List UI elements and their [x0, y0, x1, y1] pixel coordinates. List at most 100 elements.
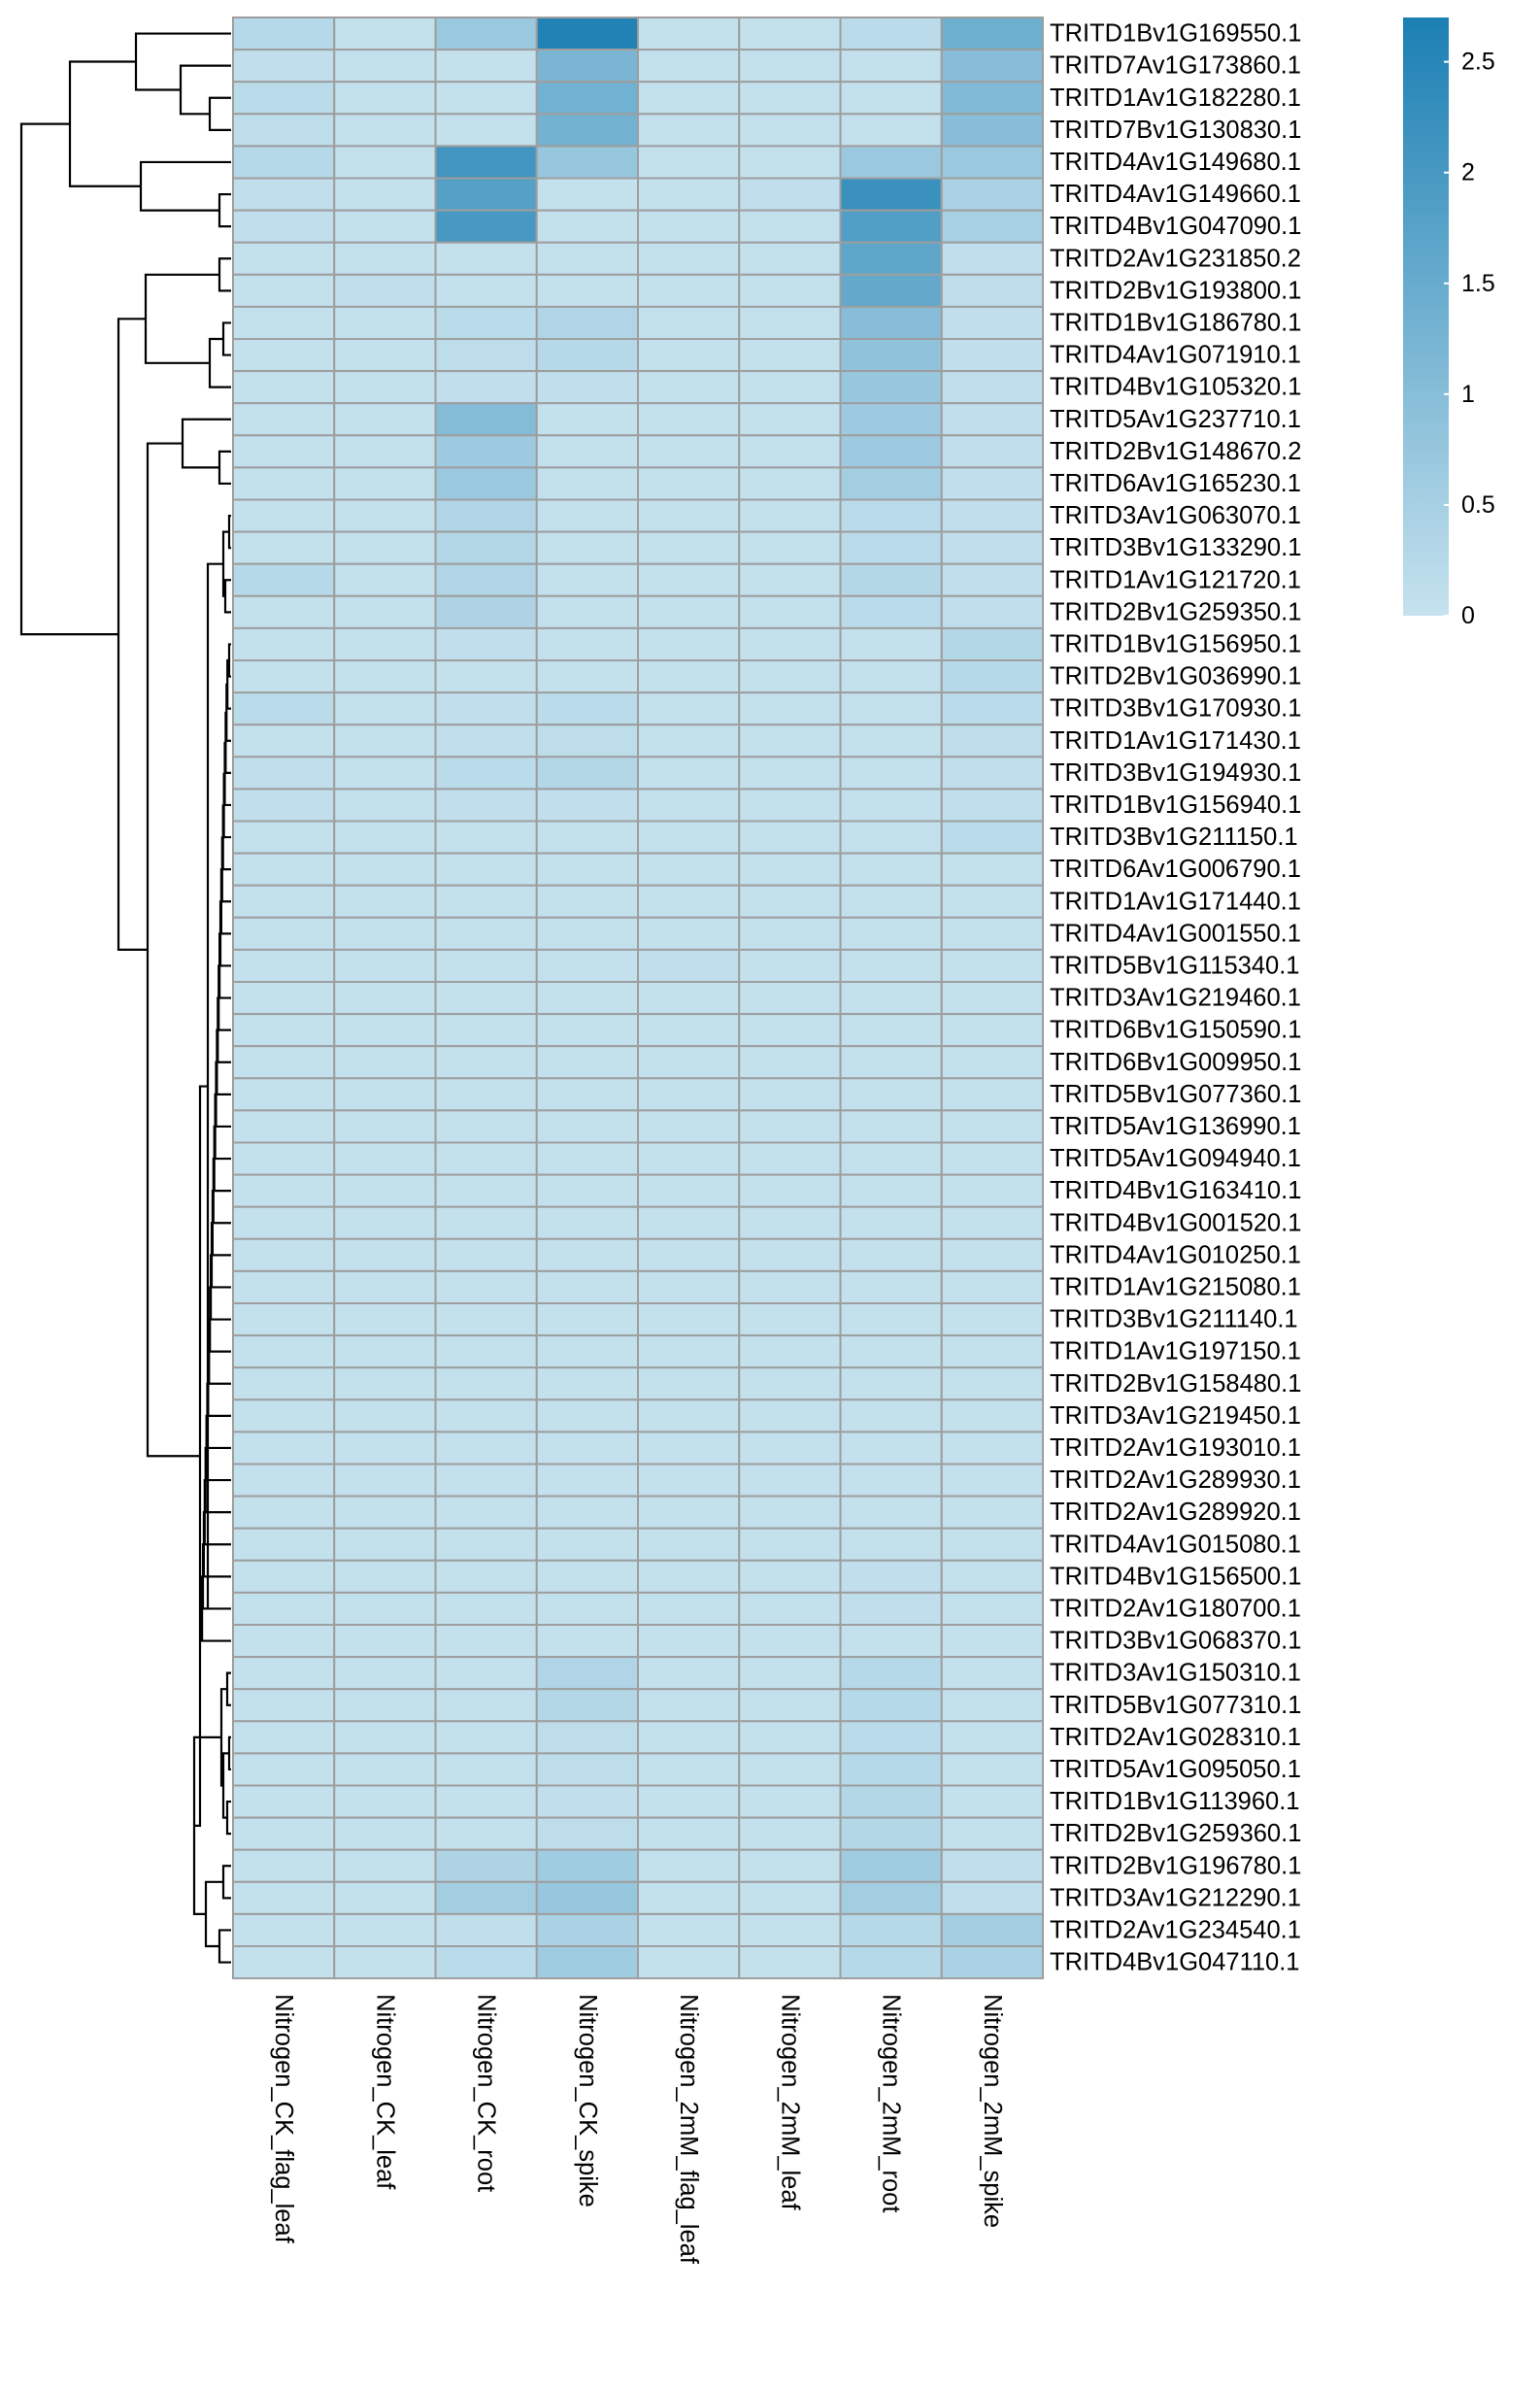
heatmap-cell — [839, 981, 943, 1016]
row-label: TRITD2Bv1G148670.2 — [1050, 438, 1301, 465]
heatmap-cell — [232, 1591, 336, 1627]
row-label: TRITD1Bv1G186780.1 — [1050, 309, 1301, 336]
heatmap-cell — [940, 1302, 1044, 1337]
heatmap-cell — [940, 916, 1044, 951]
heatmap-cell — [434, 916, 538, 951]
heatmap-cell — [232, 788, 336, 823]
heatmap-cell — [535, 241, 639, 276]
heatmap-cell — [940, 209, 1044, 244]
heatmap-cell — [333, 434, 437, 469]
dendrogram-branch — [144, 273, 219, 364]
heatmap-cell — [738, 1431, 842, 1466]
heatmap-cell — [637, 1848, 741, 1883]
dendrogram-branch — [224, 711, 231, 774]
heatmap-cell — [535, 1912, 639, 1948]
heatmap-cell — [940, 626, 1044, 662]
row-label: TRITD4Av1G001550.1 — [1050, 920, 1301, 947]
heatmap-cell — [637, 1013, 741, 1048]
heatmap-cell — [738, 1077, 842, 1112]
heatmap-cell — [738, 1656, 842, 1691]
row-label: TRITD3Av1G150310.1 — [1050, 1660, 1301, 1687]
heatmap-cell — [232, 1237, 336, 1272]
heatmap-cell — [434, 209, 538, 244]
heatmap-cell — [434, 370, 538, 405]
row-label: TRITD5Av1G136990.1 — [1050, 1113, 1301, 1140]
row-label: TRITD4Bv1G163410.1 — [1050, 1177, 1301, 1204]
heatmap-cell — [940, 1559, 1044, 1594]
heatmap-cell — [232, 466, 336, 501]
heatmap-cell — [839, 1527, 943, 1562]
heatmap-cell — [434, 1045, 538, 1080]
heatmap-cell — [738, 1688, 842, 1723]
heatmap-cell — [637, 209, 741, 244]
heatmap-cell — [637, 1334, 741, 1369]
heatmap-cell — [535, 1205, 639, 1240]
heatmap-cell — [738, 1752, 842, 1787]
heatmap-cell — [637, 1527, 741, 1562]
heatmap-cell — [434, 1302, 538, 1337]
heatmap-cell — [535, 273, 639, 308]
heatmap-cell — [434, 981, 538, 1016]
heatmap-cell — [940, 1463, 1044, 1498]
heatmap-cell — [333, 530, 437, 565]
heatmap-cell — [738, 498, 842, 533]
heatmap-cell — [637, 49, 741, 84]
heatmap-cell — [839, 17, 943, 51]
heatmap-cell — [434, 756, 538, 791]
heatmap-cell — [839, 1912, 943, 1948]
heatmap-cell — [738, 466, 842, 501]
heatmap-cell — [940, 1141, 1044, 1176]
heatmap-cell — [940, 1945, 1044, 1980]
heatmap-cell — [940, 1720, 1044, 1755]
column-label: Nitrogen_2mM_spike — [979, 1994, 1006, 2228]
heatmap-cell — [434, 241, 538, 276]
heatmap-cell — [535, 1302, 639, 1337]
heatmap-cell — [940, 1366, 1044, 1401]
heatmap-cell — [232, 820, 336, 855]
dendrogram-branch — [225, 1800, 231, 1836]
heatmap-cell — [637, 1720, 741, 1755]
heatmap-cell — [940, 17, 1044, 51]
heatmap-cell — [940, 81, 1044, 116]
heatmap-cell — [333, 209, 437, 244]
row-label: TRITD3Bv1G211140.1 — [1050, 1306, 1298, 1333]
heatmap-cell — [637, 177, 741, 212]
heatmap-cell — [535, 724, 639, 758]
heatmap-cell — [434, 1752, 538, 1787]
heatmap-cell — [434, 1527, 538, 1562]
heatmap-cell — [940, 1752, 1044, 1787]
heatmap-cell — [535, 626, 639, 662]
heatmap-cell — [535, 370, 639, 405]
heatmap-cell — [232, 1816, 336, 1851]
heatmap-cell — [434, 1398, 538, 1433]
heatmap-cell — [232, 1045, 336, 1080]
heatmap-cell — [738, 1591, 842, 1627]
heatmap-cell — [232, 1912, 336, 1948]
row-label: TRITD4Bv1G047110.1 — [1050, 1949, 1300, 1976]
heatmap-cell — [839, 498, 943, 533]
heatmap-cell — [333, 852, 437, 887]
heatmap-cell — [434, 788, 538, 823]
heatmap-cell — [738, 1269, 842, 1305]
heatmap-cell — [232, 1109, 336, 1144]
heatmap-cell — [333, 659, 437, 694]
row-label: TRITD6Bv1G009950.1 — [1050, 1049, 1301, 1076]
heatmap-cell — [839, 1269, 943, 1305]
heatmap-cell — [535, 49, 639, 84]
heatmap-cell — [738, 1945, 842, 1980]
heatmap-cell — [839, 1591, 943, 1627]
heatmap-cell — [333, 1141, 437, 1176]
dendrogram-branch — [218, 450, 231, 486]
heatmap-cell — [333, 1720, 437, 1755]
heatmap-cell — [637, 1302, 741, 1337]
row-label: TRITD5Bv1G115340.1 — [1050, 952, 1300, 979]
heatmap-cell — [232, 948, 336, 984]
heatmap-cell — [232, 1463, 336, 1498]
heatmap-cell — [738, 1624, 842, 1659]
row-label: TRITD2Bv1G036990.1 — [1050, 663, 1301, 691]
row-label: TRITD6Bv1G150590.1 — [1050, 1017, 1301, 1044]
heatmap-cell — [535, 1269, 639, 1305]
heatmap-cell — [333, 177, 437, 212]
heatmap-cell — [434, 305, 538, 340]
